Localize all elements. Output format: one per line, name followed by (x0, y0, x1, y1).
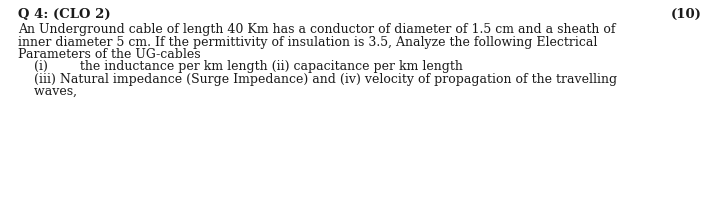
Text: waves,: waves, (18, 85, 77, 98)
Text: (i)        the inductance per km length (ii) capacitance per km length: (i) the inductance per km length (ii) ca… (18, 60, 463, 73)
Text: Parameters of the UG-cables: Parameters of the UG-cables (18, 48, 201, 61)
Text: (10): (10) (671, 8, 702, 21)
Text: An Underground cable of length 40 Km has a conductor of diameter of 1.5 cm and a: An Underground cable of length 40 Km has… (18, 23, 616, 36)
Text: Q 4: (CLO 2): Q 4: (CLO 2) (18, 8, 111, 21)
Text: inner diameter 5 cm. If the permittivity of insulation is 3.5, Analyze the follo: inner diameter 5 cm. If the permittivity… (18, 35, 598, 49)
Text: (iii) Natural impedance (Surge Impedance) and (iv) velocity of propagation of th: (iii) Natural impedance (Surge Impedance… (18, 73, 617, 86)
